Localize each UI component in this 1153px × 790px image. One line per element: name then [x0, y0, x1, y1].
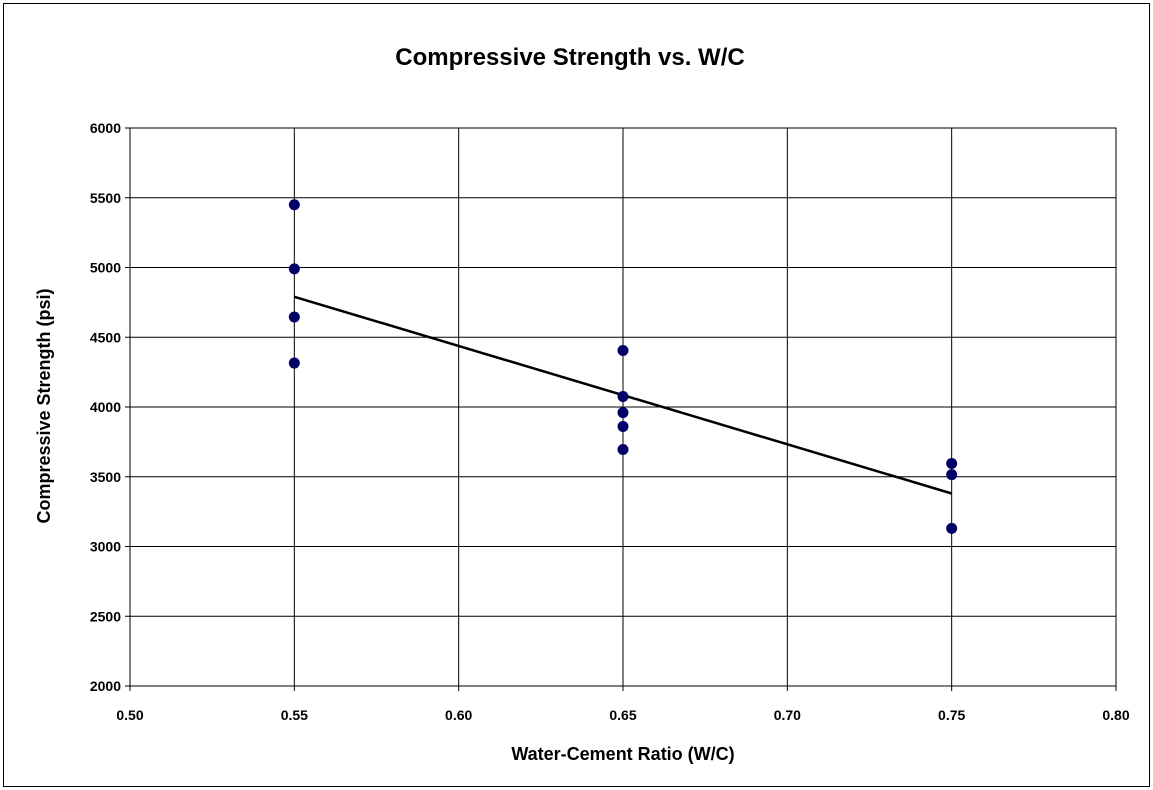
x-tick-label: 0.80: [1102, 707, 1129, 723]
x-tick-label: 0.65: [609, 707, 636, 723]
x-tick-label: 0.55: [281, 707, 308, 723]
data-point: [946, 457, 958, 469]
chart-title: Compressive Strength vs. W/C: [395, 44, 744, 71]
data-point: [288, 263, 300, 275]
y-tick-label: 3500: [90, 469, 121, 485]
data-point: [288, 311, 300, 323]
x-tick-label: 0.50: [116, 707, 143, 723]
x-tick-label: 0.75: [938, 707, 965, 723]
x-tick-label: 0.70: [774, 707, 801, 723]
data-point: [946, 469, 958, 481]
data-point: [946, 522, 958, 534]
y-tick-label: 3000: [90, 539, 121, 555]
data-point: [617, 345, 629, 357]
y-axis-title: Compressive Strength (psi): [34, 288, 54, 523]
data-point: [617, 391, 629, 403]
y-tick-label: 4500: [90, 329, 121, 345]
y-tick-label: 2500: [90, 608, 121, 624]
marker-layer: [288, 199, 958, 534]
chart-area: [3, 3, 1150, 787]
data-point: [288, 199, 300, 211]
y-tick-label: 6000: [90, 120, 121, 136]
y-tick-label: 2000: [90, 678, 121, 694]
y-tick-label: 5000: [90, 260, 121, 276]
x-tick-label: 0.60: [445, 707, 472, 723]
data-point: [288, 357, 300, 369]
y-tick-label: 4000: [90, 399, 121, 415]
data-point: [617, 407, 629, 419]
data-point: [617, 444, 629, 456]
x-axis-title: Water-Cement Ratio (W/C): [511, 744, 734, 764]
grid-layer: [129, 127, 1117, 687]
y-tick-label: 5500: [90, 190, 121, 206]
data-point: [617, 421, 629, 433]
tick-layer: 2000 2500 3000 3500 4000 4500 5000 5500 6000 0.50…: [90, 120, 1130, 723]
